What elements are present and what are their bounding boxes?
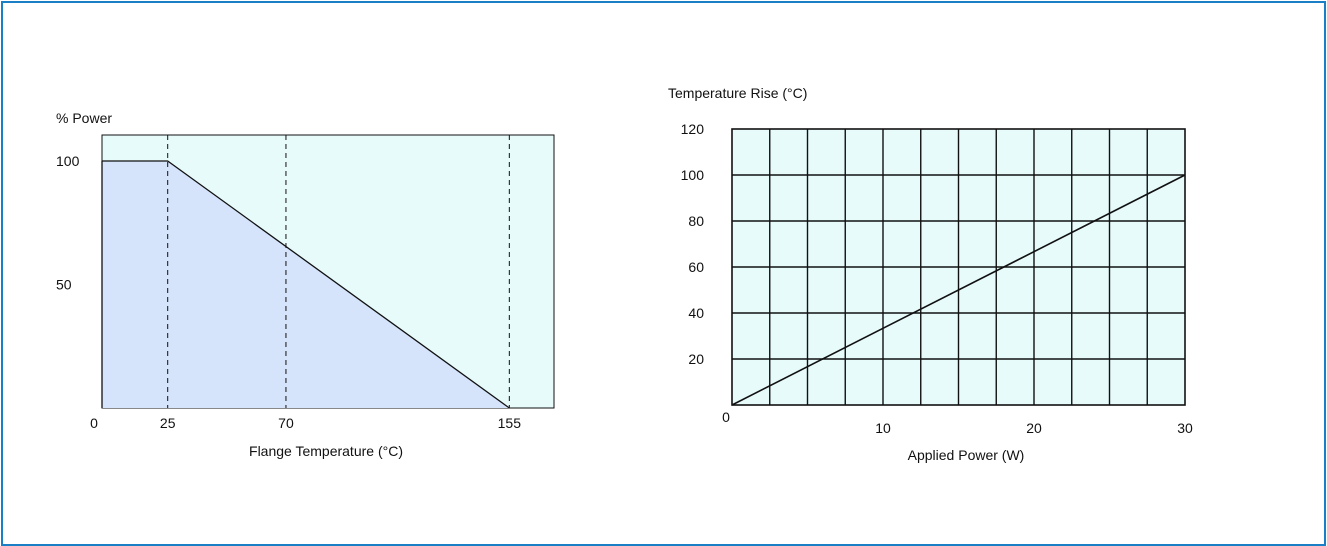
left-y-tick-label: 50 (56, 277, 72, 293)
power-derating-chart: 0 25 70 155 100 50 % Power Flange Temperature… (56, 110, 555, 459)
left-x-tick-label: 155 (498, 415, 522, 431)
left-x-tick-label: 0 (90, 415, 98, 431)
right-x-tick-label: 30 (1177, 420, 1193, 436)
left-x-tick-label: 70 (278, 415, 294, 431)
left-x-tick-label: 25 (160, 415, 176, 431)
right-y-tick-label: 120 (681, 121, 705, 137)
left-y-tick-label: 100 (56, 153, 80, 169)
left-y-axis-label: % Power (56, 110, 112, 126)
right-y-tick-label: 20 (688, 351, 704, 367)
right-y-tick-label: 80 (688, 213, 704, 229)
right-x-tick-label: 0 (722, 409, 730, 425)
temperature-rise-line (731, 174, 1186, 406)
right-x-tick-label: 10 (875, 420, 891, 436)
right-y-axis-label: Temperature Rise (°C) (668, 85, 807, 101)
right-y-tick-label: 100 (681, 167, 705, 183)
left-x-axis-label: Flange Temperature (°C) (249, 443, 403, 459)
right-y-tick-label: 60 (688, 259, 704, 275)
right-x-tick-label: 20 (1026, 420, 1042, 436)
derating-curve (102, 160, 510, 409)
right-x-axis-label: Applied Power (W) (908, 447, 1025, 463)
right-y-tick-label: 40 (688, 305, 704, 321)
derating-area (102, 161, 510, 408)
temperature-rise-chart: 0 10 20 30 20 40 60 80 100 120 Temperature Rise (… (668, 85, 1193, 463)
